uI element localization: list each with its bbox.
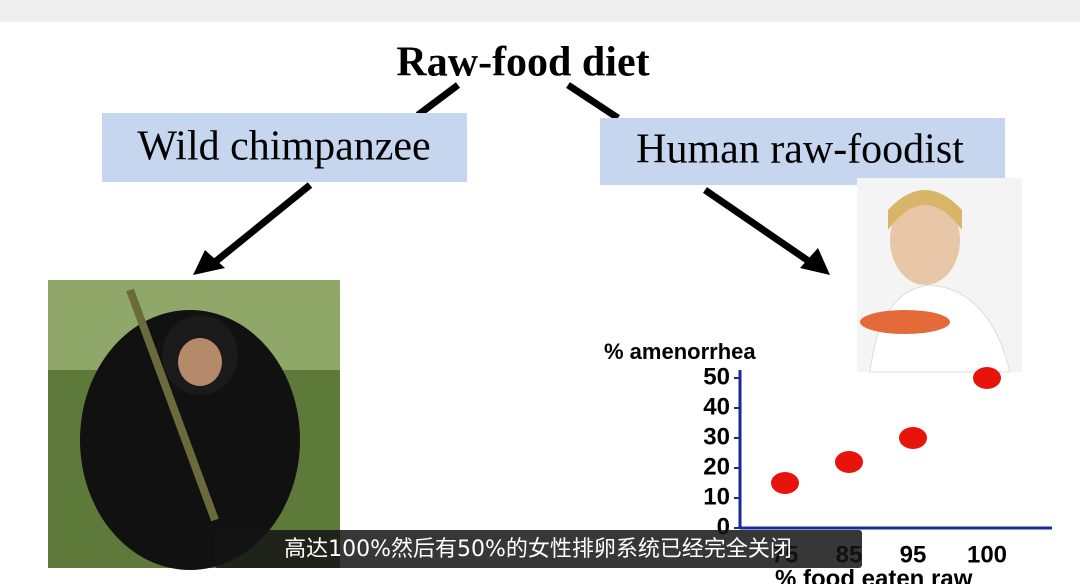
woman-photo bbox=[857, 178, 1022, 373]
x-axis-label: % food eaten raw bbox=[775, 565, 973, 584]
y-tick-label: 20 bbox=[703, 453, 730, 480]
label-box bbox=[102, 113, 467, 182]
top-bar bbox=[0, 0, 1080, 22]
point bbox=[973, 367, 1001, 389]
chart: % amenorrhea % food eaten raw 0102030405… bbox=[604, 339, 1052, 584]
slide-title: Raw-food diet bbox=[396, 40, 649, 86]
x-tick-label: 95 bbox=[900, 541, 927, 568]
arrow-head bbox=[193, 250, 225, 275]
arrows bbox=[212, 82, 812, 265]
box-label: Wild chimpanzee bbox=[137, 124, 430, 170]
box-label: Human raw-foodist bbox=[636, 127, 964, 173]
y-tick-label: 50 bbox=[703, 363, 730, 390]
y-tick-label: 30 bbox=[703, 423, 730, 450]
caption: 高达100%然后有50%的女性排卵系统已经完全关闭 bbox=[284, 537, 792, 562]
y-tick-label: 10 bbox=[703, 483, 730, 510]
y-tick-label: 40 bbox=[703, 393, 730, 420]
x-tick-label: 100 bbox=[967, 541, 1007, 568]
y-axis-label: % amenorrhea bbox=[604, 339, 756, 364]
arrow-head bbox=[800, 248, 830, 275]
chimpanzee-photo bbox=[48, 280, 340, 570]
point bbox=[835, 451, 863, 473]
point bbox=[771, 472, 799, 494]
point bbox=[899, 427, 927, 449]
caption-box bbox=[215, 530, 862, 568]
label-box bbox=[600, 118, 1005, 185]
